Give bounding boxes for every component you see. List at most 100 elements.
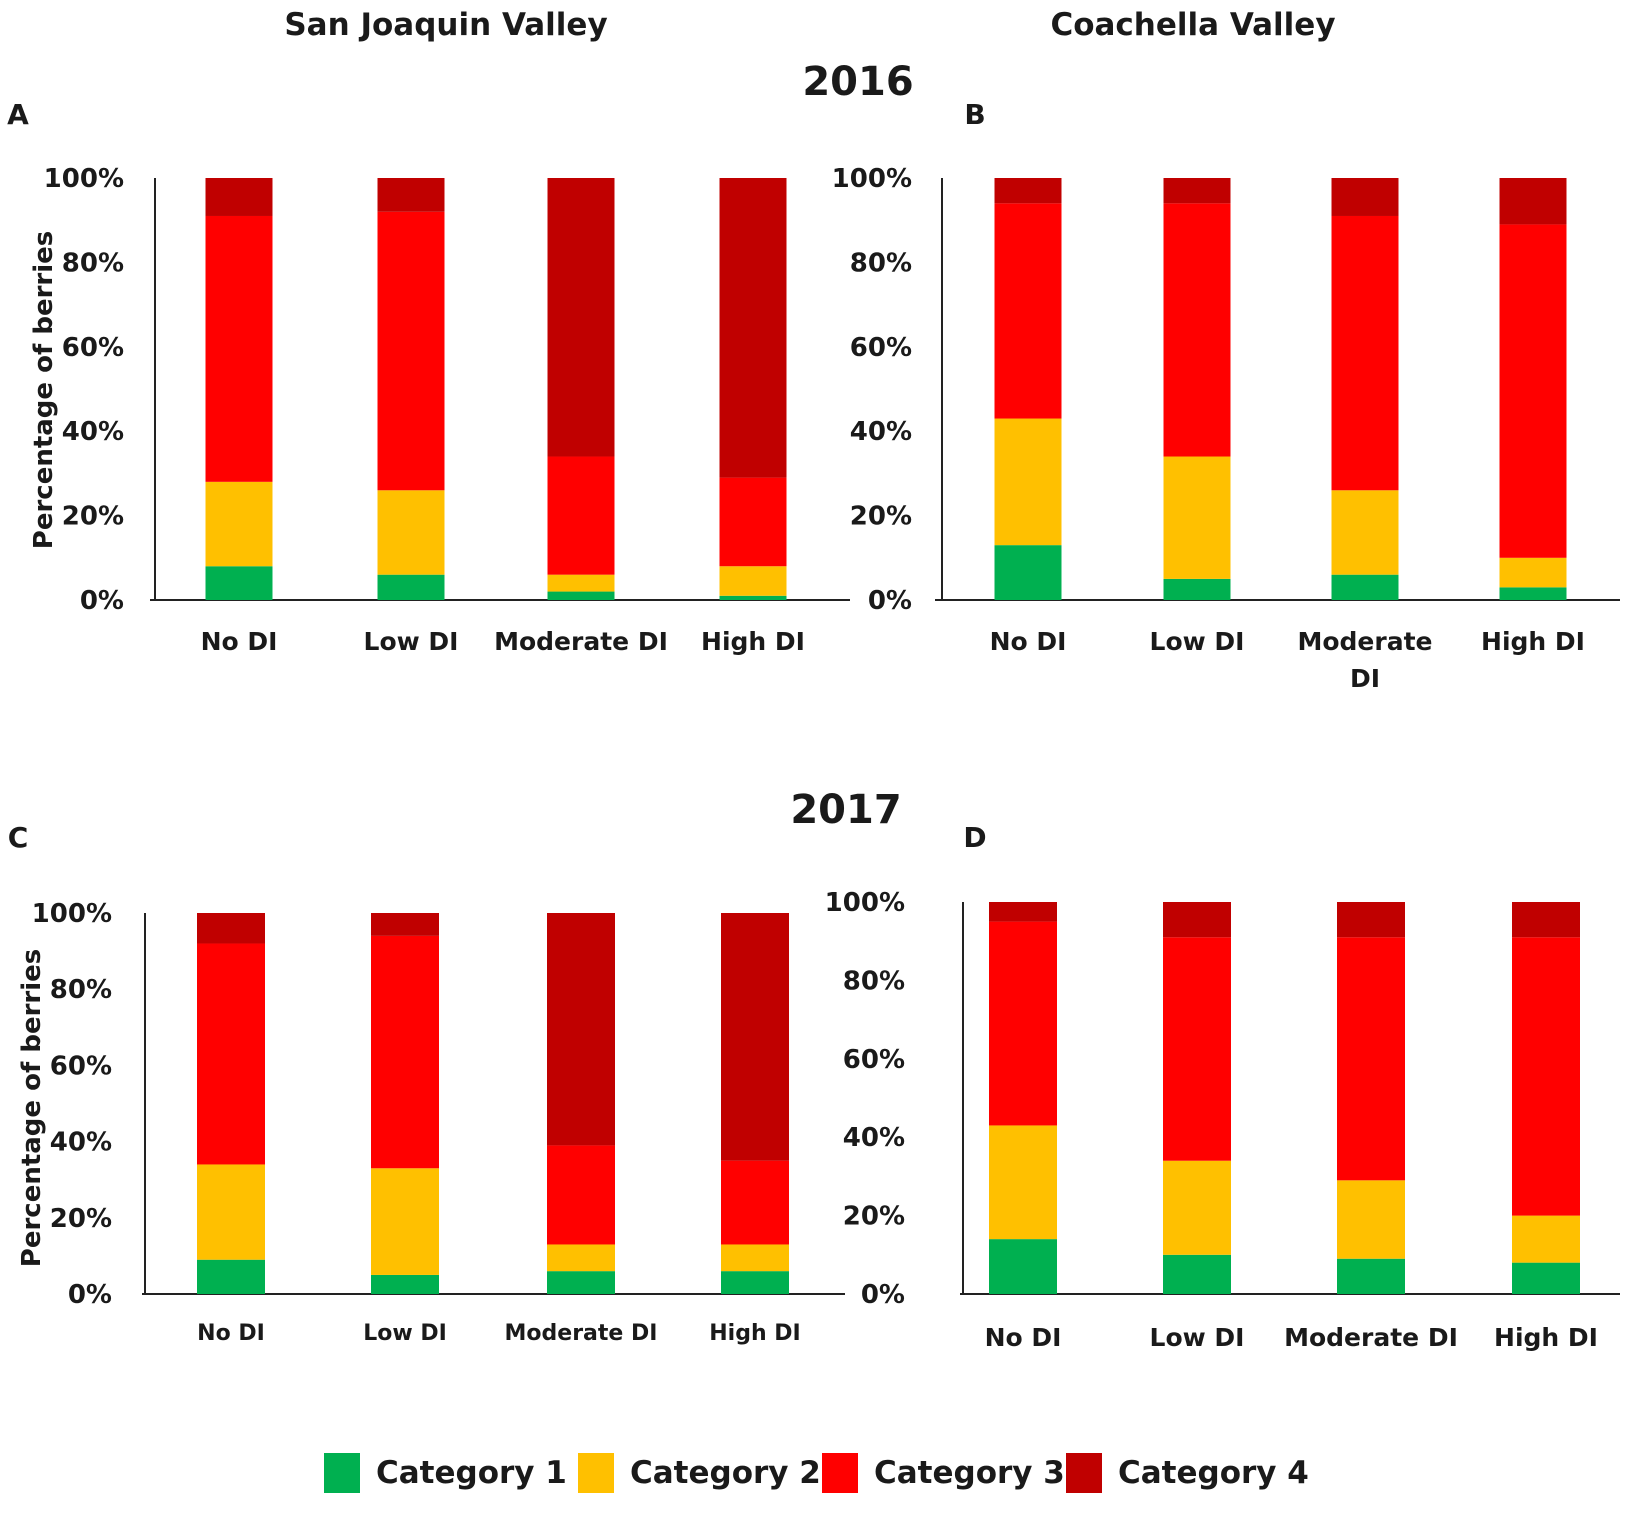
bar-b-high-di-category-4 [1499,178,1567,225]
y-tick-label-c: 100% [32,899,112,929]
x-tick-label-c-high-di: High DI [709,1321,800,1346]
bar-d-low-di-category-1 [1163,1254,1231,1294]
bar-d-low-di-category-3 [1163,937,1231,1161]
bar-c-low-di-category-1 [371,1274,439,1294]
x-tick-label-a-no-di: No DI [201,627,278,656]
x-tick-label-b-no-di: No DI [990,627,1067,656]
y-tick-label-d: 20% [843,1202,905,1232]
bar-b-moderate-di-category-1 [1331,574,1399,600]
y-tick-label-c: 20% [50,1204,112,1234]
bar-b-moderate-di-category-3 [1331,215,1399,491]
legend-swatch-category-3 [822,1453,858,1493]
legend-swatch-category-4 [1066,1453,1102,1493]
x-tick-label-d-moderate-di: Moderate DI [1284,1323,1458,1352]
legend-label-category-3: Category 3 [874,1455,1065,1491]
bar-d-high-di-category-4 [1512,902,1580,938]
panel-c: C 0% 20% 40% 60% 80% 100% Percentage of berries… [8,821,845,1346]
bar-c-moderate-di-category-3 [547,1145,615,1245]
bar-c-no-di-category-3 [197,943,265,1165]
bar-b-moderate-di-category-2 [1331,490,1399,575]
bar-d-no-di-category-1 [989,1239,1057,1294]
bar-a-high-di-category-1 [719,595,787,600]
bar-c-no-di-category-4 [197,913,265,944]
column-title-coachella: Coachella Valley [1050,7,1335,43]
x-tick-label-a-moderate-di: Moderate DI [494,627,668,656]
bar-c-high-di-category-1 [721,1271,789,1294]
y-tick-label-b: 20% [850,502,912,532]
x-tick-label-d-low-di: Low DI [1150,1323,1245,1352]
y-tick-label-a: 60% [62,333,124,363]
bar-a-no-di-category-1 [205,566,273,600]
panel-letter-b: B [964,98,985,131]
bar-b-no-di-category-4 [994,178,1062,204]
bar-b-no-di-category-3 [994,203,1062,419]
y-tick-label-b: 100% [832,164,912,194]
x-tick-label-a-low-di: Low DI [364,627,459,656]
bar-b-moderate-di-category-4 [1331,178,1399,216]
legend-item-category-3: Category 3 [822,1448,1065,1498]
bar-d-moderate-di-category-1 [1337,1258,1405,1294]
chart-panels: A 0% 20% 40% 60% 80% 100% Percentage of berries… [7,98,1620,1352]
y-tick-label-d: 100% [825,888,905,918]
y-tick-label-a: 20% [62,502,124,532]
legend-label-category-2: Category 2 [630,1455,821,1491]
bar-a-no-di-category-3 [205,215,273,482]
y-tick-label-d: 60% [843,1045,905,1075]
y-tick-label-c: 0% [68,1280,112,1310]
bar-c-moderate-di-category-2 [547,1244,615,1272]
bar-c-moderate-di-category-4 [547,913,615,1146]
bar-d-low-di-category-4 [1163,902,1231,938]
y-tick-label-a: 80% [62,248,124,278]
bar-b-low-di-category-4 [1163,178,1231,204]
y-tick-label-b: 40% [850,417,912,447]
bar-b-low-di-category-3 [1163,203,1231,457]
bar-a-low-di-category-2 [377,490,445,575]
bar-d-moderate-di-category-3 [1337,937,1405,1181]
bar-a-high-di-category-3 [719,477,787,567]
bar-a-no-di-category-4 [205,178,273,216]
y-tick-label-c: 80% [50,975,112,1005]
legend-item-category-4: Category 4 [1066,1448,1309,1498]
bar-a-moderate-di-category-1 [547,591,615,600]
bar-b-no-di-category-2 [994,418,1062,546]
bar-a-moderate-di-category-2 [547,574,615,592]
bar-c-no-di-category-2 [197,1164,265,1260]
bar-c-low-di-category-2 [371,1168,439,1275]
y-axis-label-c: Percentage of berries [17,949,47,1267]
y-tick-label-d: 0% [861,1280,905,1310]
x-tick-label-a-high-di: High DI [701,627,805,656]
bar-a-high-di-category-4 [719,178,787,478]
bar-b-high-di-category-1 [1499,587,1567,600]
x-tick-label-b-low-di: Low DI [1150,627,1245,656]
panel-d: D 0% 20% 40% 60% 80% 100% No DI Low DI Moderate D… [825,821,1620,1352]
y-tick-label-b: 60% [850,333,912,363]
bar-c-no-di-category-1 [197,1259,265,1294]
y-tick-label-c: 60% [50,1051,112,1081]
legend-item-category-1: Category 1 [324,1448,567,1498]
bar-c-low-di-category-3 [371,935,439,1169]
y-tick-label-a: 40% [62,417,124,447]
bar-a-moderate-di-category-4 [547,178,615,457]
bar-c-high-di-category-3 [721,1160,789,1245]
y-tick-label-d: 40% [843,1123,905,1153]
bar-d-high-di-category-3 [1512,937,1580,1216]
year-title-2017: 2017 [790,787,901,833]
bar-b-low-di-category-2 [1163,456,1231,579]
x-tick-label-c-no-di: No DI [197,1321,265,1346]
column-title-san-joaquin: San Joaquin Valley [284,7,607,43]
panel-a: A 0% 20% 40% 60% 80% 100% Percentage of berries… [7,98,850,656]
bar-c-high-di-category-4 [721,913,789,1161]
bar-a-low-di-category-1 [377,574,445,600]
x-tick-label-c-low-di: Low DI [363,1321,447,1346]
bar-a-moderate-di-category-3 [547,456,615,575]
panel-letter-d: D [963,821,986,854]
bar-d-high-di-category-1 [1512,1262,1580,1294]
year-title-2016: 2016 [802,59,913,105]
bar-a-high-di-category-2 [719,566,787,596]
bar-a-low-di-category-4 [377,178,445,212]
legend: Category 1 Category 2 Category 3 Categor… [320,1448,1320,1498]
bar-d-low-di-category-2 [1163,1160,1231,1255]
x-tick-label-d-high-di: High DI [1494,1323,1598,1352]
bar-d-no-di-category-2 [989,1125,1057,1240]
